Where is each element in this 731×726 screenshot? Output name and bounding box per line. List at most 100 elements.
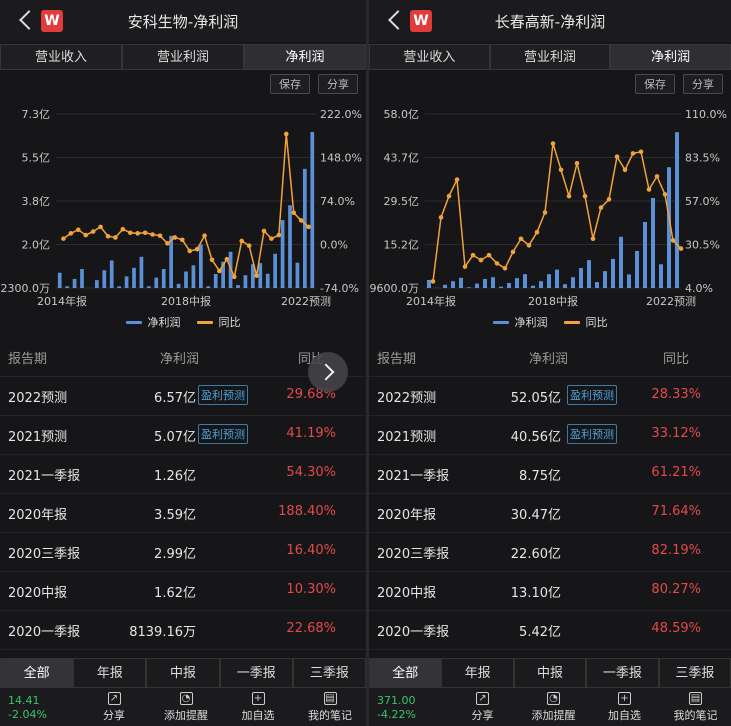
row-period: 2020一季报 (377, 625, 450, 640)
row-value: 22.60亿 (510, 547, 561, 562)
table-row[interactable]: 2021预测 40.56亿 盈利预测 33.12% (369, 415, 731, 454)
legend-label: 同比 (585, 316, 608, 329)
bar-net-profit (109, 260, 114, 288)
bar-net-profit (213, 273, 218, 288)
row-period: 2021一季报 (377, 469, 450, 484)
bottom-bar: 371.00 -4.22% ↗ 分享 ◔ 添加提醒 + 加自选 ▤ 我的笔记 (369, 688, 731, 726)
metric-tabs: 营业收入 营业利润 净利润 (369, 44, 731, 70)
point-yoy (269, 236, 274, 241)
share-action[interactable]: ↗ 分享 (447, 688, 518, 726)
table-row[interactable]: 2021一季报 8.75亿 61.21% (369, 454, 731, 493)
bar-net-profit (467, 287, 471, 288)
y-right-tick: 57.0% (685, 195, 720, 208)
y-left-tick: 29.5亿 (384, 195, 420, 208)
header: W 安科生物-净利润 (0, 0, 366, 42)
table-row[interactable]: 2020年报 3.59亿 188.40% (0, 493, 366, 532)
table-row[interactable]: 2020一季报 8139.16万 22.68% (0, 610, 366, 649)
filter-tab[interactable]: 中报 (146, 658, 220, 688)
chart-actions: 保存 分享 (635, 74, 723, 94)
point-yoy (209, 257, 215, 263)
point-yoy (179, 237, 185, 243)
bottom-bar: 14.41 -2.04% ↗ 分享 ◔ 添加提醒 + 加自选 ▤ 我的笔记 (0, 688, 366, 726)
header-period: 报告期 (377, 351, 417, 367)
point-yoy (306, 224, 311, 230)
filter-tab[interactable]: 年报 (441, 658, 514, 688)
filter-tab[interactable]: 三季报 (658, 658, 731, 688)
period-filters: 全部 年报 中报 一季报 三季报 (0, 658, 366, 688)
forecast-badge[interactable]: 盈利预测 (567, 424, 617, 444)
add-alert-action[interactable]: ◔ 添加提醒 (518, 688, 589, 726)
filter-tab[interactable]: 全部 (369, 658, 442, 688)
row-period: 2020年报 (8, 508, 68, 523)
bar-net-profit (310, 131, 315, 288)
tab-operating-profit[interactable]: 营业利润 (489, 44, 611, 70)
share-button[interactable]: 分享 (318, 74, 358, 94)
point-yoy (246, 243, 252, 248)
bottom-label: 添加提醒 (164, 709, 208, 722)
table-row[interactable]: 2020一季报 5.42亿 48.59% (369, 610, 731, 649)
filter-tab[interactable]: 中报 (513, 658, 587, 688)
row-value: 40.56亿 (510, 430, 561, 445)
row-period: 2020年报 (377, 508, 437, 523)
point-yoy (662, 192, 668, 197)
row-yoy: 16.40% (286, 543, 336, 558)
table-row[interactable]: 2021预测 5.07亿 盈利预测 41.19% (0, 415, 366, 454)
share-action[interactable]: ↗ 分享 (78, 688, 150, 726)
notes-action[interactable]: ▤ 我的笔记 (294, 688, 366, 726)
point-yoy (113, 235, 118, 240)
add-watchlist-action[interactable]: + 加自选 (589, 688, 660, 726)
filter-tab[interactable]: 三季报 (292, 658, 366, 688)
row-yoy: 28.33% (651, 387, 701, 402)
forecast-badge[interactable]: 盈利预测 (567, 385, 617, 405)
point-yoy (646, 187, 652, 192)
page-title: 安科生物-净利润 (127, 13, 239, 31)
point-yoy (283, 131, 289, 137)
tab-revenue[interactable]: 营业收入 (369, 44, 490, 70)
row-yoy: 48.59% (651, 621, 701, 636)
bar-net-profit (295, 262, 300, 288)
stock-quote[interactable]: 371.00 -4.22% (369, 688, 447, 726)
point-yoy (261, 228, 267, 234)
point-yoy (478, 257, 484, 263)
table-row[interactable]: 2021一季报 1.26亿 54.30% (0, 454, 366, 493)
row-yoy: 10.30% (286, 582, 336, 597)
save-button[interactable]: 保存 (635, 74, 675, 94)
row-period: 2021预测 (377, 430, 437, 445)
table-row[interactable]: 2020中报 1.62亿 10.30% (0, 571, 366, 610)
row-period: 2021预测 (8, 430, 68, 445)
point-yoy (678, 246, 684, 251)
add-alert-action[interactable]: ◔ 添加提醒 (150, 688, 222, 726)
tab-operating-profit[interactable]: 营业利润 (122, 44, 244, 70)
table-row[interactable]: 2020年报 30.47亿 71.64% (369, 493, 731, 532)
point-yoy (670, 238, 676, 243)
point-yoy (231, 274, 237, 280)
table-row[interactable]: 2020三季报 2.99亿 16.40% (0, 532, 366, 571)
bar-net-profit (547, 274, 551, 288)
note-icon: ▤ (323, 692, 337, 705)
bar-net-profit (273, 253, 277, 288)
filter-tab[interactable]: 年报 (73, 658, 147, 688)
forecast-badge[interactable]: 盈利预测 (198, 385, 248, 405)
bar-net-profit (199, 244, 203, 288)
table-row[interactable]: 2020中报 13.10亿 80.27% (369, 571, 731, 610)
bottom-label: 分享 (471, 709, 494, 722)
table-row[interactable]: 2022预测 52.05亿 盈利预测 28.33% (369, 376, 731, 415)
bar-net-profit (507, 282, 511, 288)
share-button[interactable]: 分享 (683, 74, 723, 94)
tab-revenue[interactable]: 营业收入 (0, 44, 122, 70)
tab-net-profit[interactable]: 净利润 (610, 44, 731, 70)
filter-tab[interactable]: 全部 (0, 658, 74, 688)
tab-net-profit[interactable]: 净利润 (244, 44, 366, 70)
add-watchlist-action[interactable]: + 加自选 (222, 688, 294, 726)
point-yoy (98, 224, 103, 230)
notes-action[interactable]: ▤ 我的笔记 (660, 688, 731, 726)
scroll-right-icon[interactable] (308, 352, 348, 392)
save-button[interactable]: 保存 (270, 74, 310, 94)
stock-quote[interactable]: 14.41 -2.04% (0, 688, 78, 726)
y-right-tick: 0.0% (320, 239, 348, 252)
table-row[interactable]: 2020三季报 22.60亿 82.19% (369, 532, 731, 571)
filter-tab[interactable]: 一季报 (219, 658, 293, 688)
filter-tab[interactable]: 一季报 (586, 658, 659, 688)
y-left-tick: 58.0亿 (384, 108, 420, 121)
forecast-badge[interactable]: 盈利预测 (198, 424, 248, 444)
